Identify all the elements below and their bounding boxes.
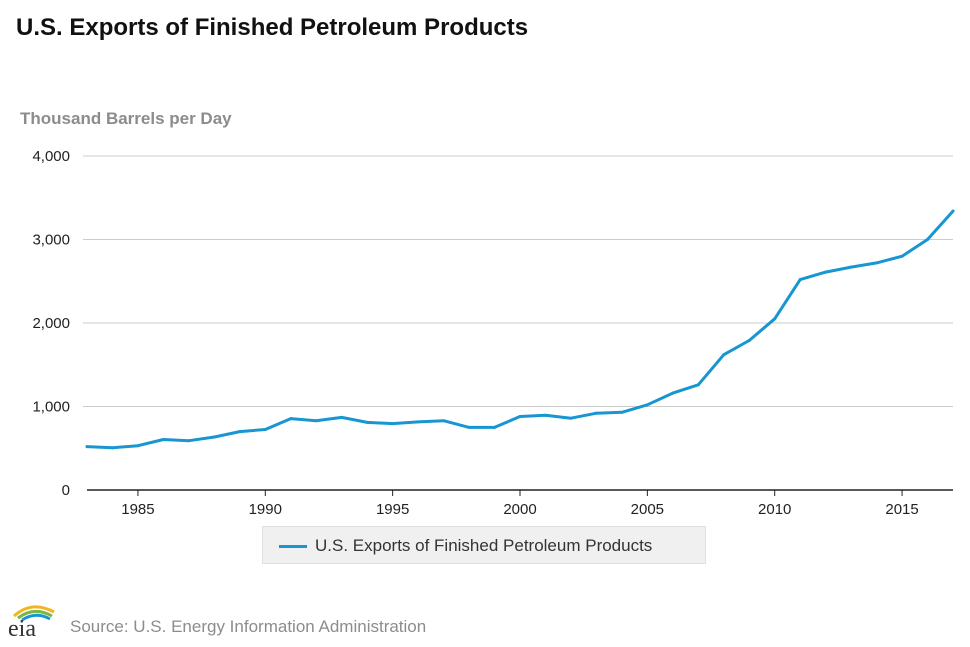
y-tick-labels: 0 1,000 2,000 3,000 4,000 bbox=[32, 148, 70, 499]
data-point[interactable] bbox=[161, 437, 165, 441]
data-point[interactable] bbox=[798, 278, 802, 282]
data-point[interactable] bbox=[340, 415, 344, 419]
data-point[interactable] bbox=[747, 339, 751, 343]
data-point[interactable] bbox=[671, 391, 675, 395]
data-point[interactable] bbox=[569, 416, 573, 420]
data-point[interactable] bbox=[391, 422, 395, 426]
x-tick-label: 2015 bbox=[885, 501, 918, 518]
chart-title: U.S. Exports of Finished Petroleum Produ… bbox=[16, 14, 529, 41]
data-point[interactable] bbox=[416, 420, 420, 424]
x-tick-label: 2000 bbox=[503, 501, 536, 518]
data-point[interactable] bbox=[212, 435, 216, 439]
data-point[interactable] bbox=[645, 403, 649, 407]
data-point[interactable] bbox=[824, 270, 828, 274]
y-axis-label: Thousand Barrels per Day bbox=[20, 109, 232, 128]
y-tick-label: 1,000 bbox=[32, 399, 70, 416]
data-point[interactable] bbox=[187, 439, 191, 443]
data-point[interactable] bbox=[289, 417, 293, 421]
data-point[interactable] bbox=[493, 425, 497, 429]
legend-label: U.S. Exports of Finished Petroleum Produ… bbox=[315, 536, 653, 555]
data-point[interactable] bbox=[518, 415, 522, 419]
x-tick-label: 1985 bbox=[121, 501, 154, 518]
data-point[interactable] bbox=[900, 254, 904, 258]
eia-logo-icon: eia bbox=[8, 605, 55, 640]
y-tick-label: 0 bbox=[62, 482, 70, 499]
source-note: Source: U.S. Energy Information Administ… bbox=[70, 617, 427, 636]
data-point[interactable] bbox=[849, 265, 853, 269]
y-tick-label: 3,000 bbox=[32, 232, 70, 249]
x-tick-label: 2010 bbox=[758, 501, 791, 518]
data-point[interactable] bbox=[442, 419, 446, 423]
grid-lines bbox=[83, 155, 953, 491]
series-layer bbox=[85, 209, 955, 450]
line-chart: 0 1,000 2,000 3,000 4,000 1985 1990 1995 2000 20… bbox=[32, 148, 955, 518]
data-point[interactable] bbox=[696, 383, 700, 387]
x-tick-label: 1995 bbox=[376, 501, 409, 518]
legend-swatch bbox=[279, 545, 307, 548]
data-point[interactable] bbox=[773, 317, 777, 321]
data-point[interactable] bbox=[136, 444, 140, 448]
x-tick-labels: 1985 1990 1995 2000 2005 2010 2015 bbox=[121, 490, 919, 518]
data-point[interactable] bbox=[467, 425, 471, 429]
data-point[interactable] bbox=[543, 413, 547, 417]
x-tick-label: 2005 bbox=[631, 501, 664, 518]
data-point[interactable] bbox=[722, 353, 726, 357]
y-tick-label: 4,000 bbox=[32, 148, 70, 165]
x-tick-label: 1990 bbox=[249, 501, 282, 518]
y-tick-label: 2,000 bbox=[32, 315, 70, 332]
data-point[interactable] bbox=[238, 430, 242, 434]
data-point[interactable] bbox=[85, 445, 89, 449]
data-point[interactable] bbox=[594, 411, 598, 415]
data-point[interactable] bbox=[875, 261, 879, 265]
legend[interactable]: U.S. Exports of Finished Petroleum Produ… bbox=[262, 526, 706, 564]
data-point[interactable] bbox=[314, 419, 318, 423]
data-point[interactable] bbox=[951, 209, 955, 213]
data-point[interactable] bbox=[110, 446, 114, 450]
logo-text: eia bbox=[8, 616, 36, 640]
series-line[interactable] bbox=[85, 209, 955, 450]
data-point[interactable] bbox=[926, 238, 930, 241]
data-point[interactable] bbox=[263, 427, 267, 431]
data-point[interactable] bbox=[365, 420, 369, 424]
data-point[interactable] bbox=[620, 410, 624, 414]
